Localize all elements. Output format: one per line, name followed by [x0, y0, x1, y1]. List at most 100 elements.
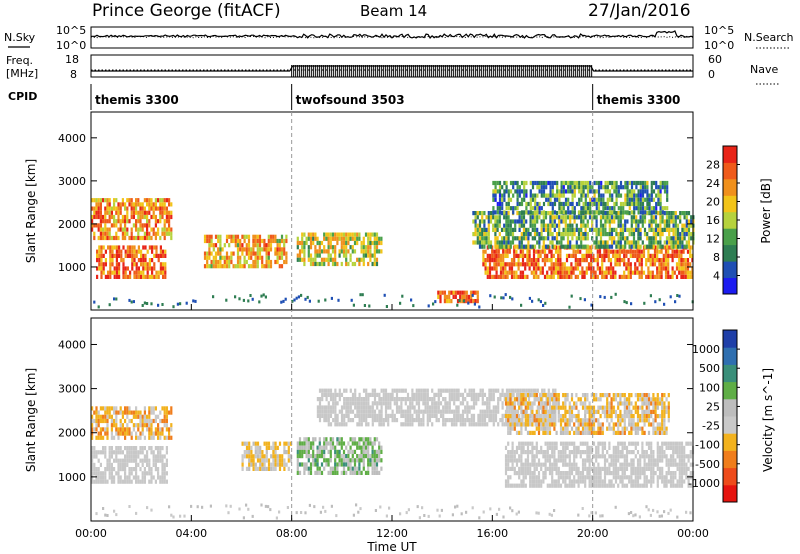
heatmap-cell	[345, 405, 348, 410]
heatmap-cell	[623, 274, 626, 279]
heatmap-cell	[102, 198, 105, 203]
heatmap-cell	[110, 446, 113, 451]
heatmap-cell	[120, 253, 123, 258]
heatmap-cell	[369, 245, 372, 250]
heatmap-cell	[553, 201, 557, 207]
heatmap-cell	[309, 466, 313, 471]
heatmap-cell	[613, 219, 616, 224]
heatmap-cell	[639, 475, 642, 480]
heatmap-cell	[261, 462, 264, 467]
heatmap-cell	[109, 266, 112, 271]
heatmap-cell	[110, 479, 113, 484]
heatmap-cell	[96, 258, 99, 263]
heatmap-cell	[456, 299, 460, 304]
heatmap-cell	[496, 180, 499, 186]
heatmap-cell	[404, 418, 407, 423]
heatmap-cell	[320, 445, 324, 450]
heatmap-cell	[529, 450, 532, 455]
heatmap-cell	[621, 232, 625, 237]
heatmap-cell	[412, 304, 415, 308]
heatmap-cell	[551, 454, 554, 459]
heatmap-cell	[626, 219, 629, 224]
heatmap-cell	[598, 270, 602, 275]
heatmap-cell	[150, 446, 153, 451]
heatmap-cell	[674, 227, 677, 232]
heatmap-cell	[154, 462, 157, 467]
heatmap-cell	[241, 243, 244, 248]
heatmap-cell	[104, 410, 107, 415]
heatmap-cell	[637, 189, 640, 194]
heatmap-cell	[560, 215, 563, 220]
heatmap-cell	[124, 418, 127, 424]
heatmap-cell	[165, 414, 168, 419]
heatmap-cell	[538, 413, 542, 418]
heatmap-cell	[170, 231, 173, 236]
cpid-row: CPID themis 3300 twofsound 3503 themis 330…	[8, 84, 680, 110]
heatmap-cell	[331, 232, 335, 237]
heatmap-cell	[428, 409, 432, 414]
heatmap-cell	[683, 223, 686, 228]
heatmap-cell	[617, 189, 620, 194]
heatmap-cell	[334, 409, 337, 414]
heatmap-cell	[165, 479, 168, 484]
heatmap-cell	[586, 232, 589, 237]
heatmap-cell	[314, 437, 317, 442]
heatmap-cell	[626, 193, 629, 198]
heatmap-cell	[165, 435, 168, 440]
heatmap-cell	[639, 193, 642, 198]
heatmap-cell	[325, 249, 328, 254]
heatmap-cell	[395, 405, 399, 410]
heatmap-cell	[554, 262, 558, 267]
heatmap-cell	[516, 201, 519, 207]
heatmap-cell	[639, 189, 642, 194]
heatmap-cell	[455, 409, 458, 414]
heatmap-cell	[650, 189, 653, 194]
heatmap-cell	[605, 249, 608, 254]
heatmap-cell	[616, 249, 619, 254]
heatmap-cell	[135, 235, 138, 241]
heatmap-cell	[159, 458, 162, 463]
heatmap-cell	[131, 245, 134, 250]
heatmap-cell	[597, 454, 600, 459]
heatmap-cell	[488, 274, 492, 279]
heatmap-cell	[641, 185, 645, 190]
heatmap-cell	[110, 427, 113, 432]
heatmap-cell	[369, 253, 372, 258]
heatmap-cell	[571, 244, 574, 249]
heatmap-cell	[577, 471, 580, 476]
heatmap-cell	[546, 441, 549, 446]
heatmap-cell	[565, 266, 569, 271]
heatmap-cell	[590, 274, 593, 279]
heatmap-cell	[329, 445, 332, 450]
heatmap-cell	[532, 274, 536, 279]
heatmap-cell	[555, 215, 559, 220]
heatmap-cell	[345, 257, 348, 262]
heatmap-cell	[360, 249, 363, 254]
heatmap-cell	[494, 219, 497, 224]
heatmap-cell	[278, 247, 281, 252]
heatmap-cell	[117, 471, 120, 476]
heatmap-cell	[654, 236, 658, 241]
heatmap-cell	[165, 462, 168, 467]
heatmap-cell	[474, 223, 477, 228]
heatmap-cell	[648, 240, 651, 245]
heatmap-cell	[95, 198, 98, 203]
heatmap-cell	[553, 462, 556, 467]
heatmap-cell	[121, 235, 124, 241]
heatmap-cell	[567, 197, 570, 202]
heatmap-cell	[365, 422, 368, 427]
heatmap-cell	[547, 227, 550, 232]
heatmap-cell	[542, 236, 545, 241]
heatmap-cell	[606, 189, 609, 194]
heatmap-cell	[571, 206, 574, 211]
heatmap-cell	[583, 298, 586, 302]
heatmap-cell	[601, 466, 604, 471]
heatmap-cell	[505, 185, 508, 190]
heatmap-cell	[152, 231, 155, 236]
colorbar-tick-label: 20	[706, 196, 720, 209]
heatmap-cell	[617, 244, 620, 249]
heatmap-cell	[674, 244, 677, 249]
heatmap-cell	[256, 238, 259, 244]
heatmap-cell	[548, 266, 551, 271]
heatmap-cell	[431, 405, 434, 410]
